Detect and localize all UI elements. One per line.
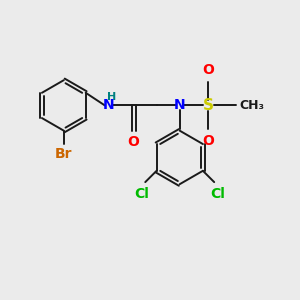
Text: Br: Br: [55, 147, 73, 161]
Text: N: N: [103, 98, 114, 112]
Text: O: O: [202, 134, 214, 148]
Text: S: S: [202, 98, 214, 113]
Text: Cl: Cl: [134, 187, 149, 201]
Text: Cl: Cl: [210, 187, 225, 201]
Text: O: O: [128, 135, 140, 149]
Text: O: O: [202, 63, 214, 77]
Text: H: H: [107, 92, 117, 102]
Text: N: N: [174, 98, 185, 112]
Text: CH₃: CH₃: [239, 99, 264, 112]
